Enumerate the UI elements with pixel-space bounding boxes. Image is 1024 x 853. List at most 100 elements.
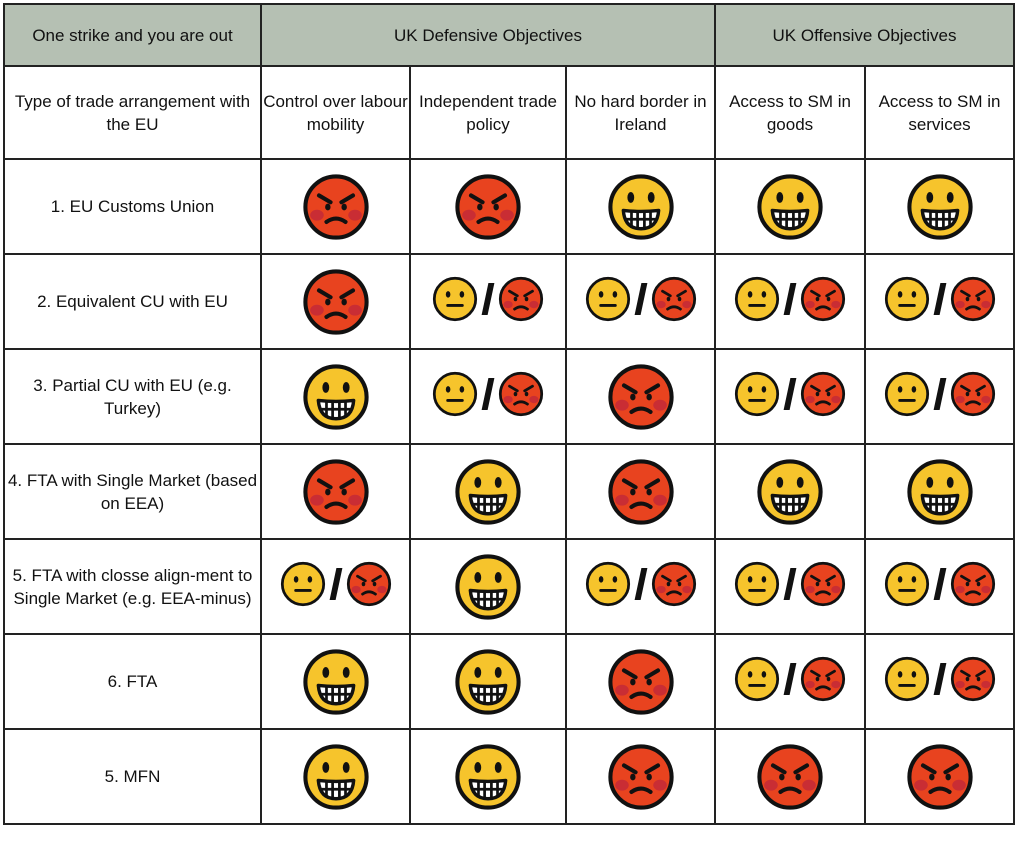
- neutral-face-icon: [884, 276, 929, 321]
- rating-cell: [864, 348, 1015, 445]
- rating-cell: [714, 443, 866, 540]
- mixed-rating: [734, 656, 846, 702]
- angry-face-icon: [800, 371, 846, 416]
- slash-separator: [783, 662, 797, 695]
- row-label: 1. EU Customs Union: [3, 158, 262, 255]
- grinning-face-icon: [302, 743, 369, 810]
- angry-face-icon: [950, 371, 995, 416]
- column-header-labour: Control over labour mobility: [260, 65, 411, 160]
- mixed-rating: [585, 561, 697, 607]
- neutral-face-icon: [734, 276, 780, 321]
- grinning-face-icon: [455, 458, 521, 525]
- table-row: 1. EU Customs Union: [3, 158, 1015, 255]
- mixed-rating: [585, 276, 697, 322]
- row-label: 2. Equivalent CU with EU: [3, 253, 262, 350]
- table-row: 5. FTA with closse align-ment to Single …: [3, 538, 1015, 635]
- column-header-arrangement: Type of trade arrangement with the EU: [3, 65, 262, 160]
- rating-cell: [565, 728, 716, 825]
- angry-face-icon: [346, 561, 391, 606]
- rating-cell: [260, 633, 411, 730]
- header-row: One strike and you are out UK Defensive …: [3, 3, 1015, 67]
- grinning-face-icon: [607, 173, 674, 240]
- grinning-face-icon: [757, 458, 823, 525]
- rating-cell: [260, 158, 411, 255]
- neutral-face-icon: [585, 561, 630, 606]
- grinning-face-icon: [302, 363, 369, 430]
- mixed-rating: [734, 561, 846, 607]
- grinning-face-icon: [757, 173, 823, 240]
- angry-face-icon: [950, 276, 995, 321]
- mixed-rating: [884, 371, 996, 417]
- rating-cell: [260, 253, 411, 350]
- mixed-rating: [884, 561, 996, 607]
- rating-cell: [714, 633, 866, 730]
- row-label: 6. FTA: [3, 633, 262, 730]
- rating-cell: [565, 633, 716, 730]
- mixed-rating: [432, 276, 544, 322]
- angry-face-icon: [651, 561, 696, 606]
- rating-cell: [714, 348, 866, 445]
- table-row: 6. FTA: [3, 633, 1015, 730]
- table-row: 5. MFN: [3, 728, 1015, 825]
- slash-separator: [933, 282, 946, 315]
- rating-cell: [409, 348, 567, 445]
- rating-cell: [714, 728, 866, 825]
- grinning-face-icon: [455, 743, 521, 810]
- slash-separator: [481, 377, 495, 410]
- brexit-options-table: One strike and you are out UK Defensive …: [3, 3, 1015, 825]
- neutral-face-icon: [585, 276, 630, 321]
- slash-separator: [783, 282, 797, 315]
- rating-cell: [260, 538, 411, 635]
- rating-cell: [565, 158, 716, 255]
- mixed-rating: [280, 561, 392, 607]
- rating-cell: [409, 253, 567, 350]
- mixed-rating: [734, 371, 846, 417]
- angry-face-icon: [607, 648, 674, 715]
- column-header-trade-policy: Independent trade policy: [409, 65, 567, 160]
- neutral-face-icon: [432, 276, 478, 321]
- angry-face-icon: [607, 363, 674, 430]
- corner-header: One strike and you are out: [3, 3, 262, 67]
- angry-face-icon: [302, 458, 369, 525]
- row-label: 5. MFN: [3, 728, 262, 825]
- column-header-row: Type of trade arrangement with the EU Co…: [3, 65, 1015, 160]
- row-label: 4. FTA with Single Market (based on EEA): [3, 443, 262, 540]
- rating-cell: [864, 728, 1015, 825]
- angry-face-icon: [498, 276, 544, 321]
- rating-cell: [565, 348, 716, 445]
- column-header-services: Access to SM in services: [864, 65, 1015, 160]
- rating-cell: [864, 633, 1015, 730]
- angry-face-icon: [757, 743, 823, 810]
- rating-cell: [409, 728, 567, 825]
- angry-face-icon: [455, 173, 521, 240]
- neutral-face-icon: [734, 371, 780, 416]
- angry-face-icon: [950, 561, 995, 606]
- column-header-ireland: No hard border in Ireland: [565, 65, 716, 160]
- grinning-face-icon: [906, 458, 973, 525]
- rating-cell: [409, 633, 567, 730]
- slash-separator: [634, 282, 647, 315]
- slash-separator: [783, 377, 797, 410]
- rating-cell: [714, 253, 866, 350]
- angry-face-icon: [800, 276, 846, 321]
- rating-cell: [409, 158, 567, 255]
- row-label: 3. Partial CU with EU (e.g. Turkey): [3, 348, 262, 445]
- rating-cell: [864, 443, 1015, 540]
- slash-separator: [933, 567, 946, 600]
- angry-face-icon: [651, 276, 696, 321]
- rating-cell: [260, 348, 411, 445]
- slash-separator: [933, 377, 946, 410]
- grinning-face-icon: [906, 173, 973, 240]
- slash-separator: [329, 567, 342, 600]
- neutral-face-icon: [432, 371, 478, 416]
- angry-face-icon: [906, 743, 973, 810]
- rating-cell: [714, 538, 866, 635]
- mixed-rating: [734, 276, 846, 322]
- rating-cell: [260, 728, 411, 825]
- slash-separator: [933, 662, 946, 695]
- offensive-objectives-header: UK Offensive Objectives: [714, 3, 1015, 67]
- neutral-face-icon: [884, 371, 929, 416]
- rating-cell: [260, 443, 411, 540]
- angry-face-icon: [302, 268, 369, 335]
- mixed-rating: [884, 656, 996, 702]
